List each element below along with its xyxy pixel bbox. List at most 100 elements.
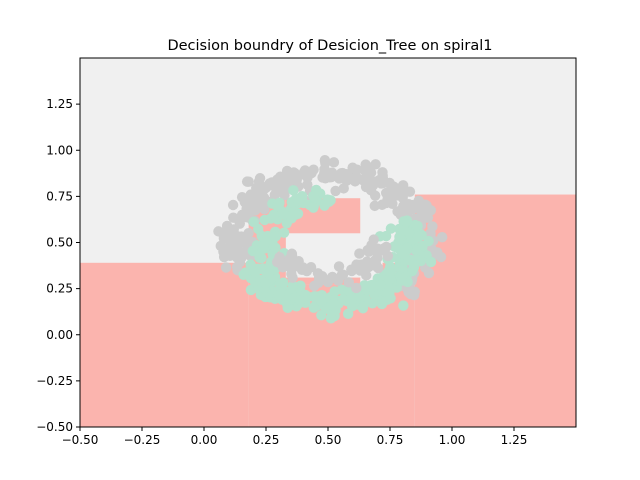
scatter-point (308, 202, 319, 213)
x-tick-label: 0.00 (191, 433, 218, 447)
scatter-point (320, 157, 331, 169)
scatter-point (312, 268, 324, 279)
scatter-point (330, 185, 341, 197)
x-tick-label: 0.25 (253, 433, 280, 447)
scatter-point (372, 243, 383, 254)
y-tick-label: −0.25 (36, 374, 73, 388)
x-tick-label: 0.50 (315, 433, 342, 447)
scatter-point (343, 277, 354, 288)
scatter-point (280, 171, 292, 183)
scatter-point (228, 212, 239, 223)
region-class-1 (80, 262, 249, 427)
scatter-point (396, 275, 407, 286)
y-tick-label: 0.75 (46, 189, 73, 203)
scatter-point (398, 300, 409, 311)
scatter-point (293, 195, 304, 207)
scatter-point (412, 202, 423, 213)
scatter-point (423, 235, 434, 247)
scatter-point (305, 261, 317, 273)
scatter-point (260, 278, 271, 289)
scatter-point (436, 232, 448, 243)
scatter-point (258, 243, 270, 254)
scatter-point (392, 206, 403, 217)
scatter-point (319, 168, 330, 179)
scatter-point (238, 269, 249, 280)
scatter-point (239, 197, 251, 208)
scatter-point (213, 226, 224, 237)
scatter-point (245, 259, 256, 270)
scatter-point (325, 313, 337, 324)
scatter-point (263, 268, 274, 279)
scatter-point (228, 224, 239, 235)
scatter-point (408, 259, 419, 270)
scatter-point (328, 157, 340, 168)
scatter-point (364, 165, 376, 176)
plot-area (80, 58, 576, 427)
region-class-1 (414, 194, 576, 427)
chart-title: Decision boundry of Desicion_Tree on spi… (167, 38, 492, 54)
y-tick-label: 0.50 (46, 236, 73, 250)
scatter-point (386, 182, 397, 193)
x-tick-label: 1.25 (501, 433, 528, 447)
scatter-point (250, 266, 261, 278)
scatter-point (269, 231, 280, 242)
scatter-point (353, 259, 364, 271)
scatter-point (276, 259, 288, 270)
scatter-point (326, 300, 337, 311)
scatter-point (245, 189, 256, 200)
scatter-point (227, 199, 239, 211)
scatter-point (220, 262, 232, 273)
scatter-point (313, 277, 324, 288)
scatter-point (336, 269, 348, 281)
scatter-point (278, 277, 289, 288)
scatter-point (351, 282, 362, 294)
scatter-point (354, 248, 365, 259)
scatter-point (273, 289, 285, 301)
scatter-point (308, 302, 319, 313)
scatter-point (302, 179, 313, 190)
scatter-point (278, 208, 290, 220)
scatter-point (309, 291, 320, 302)
x-tick-label: −0.25 (124, 433, 161, 447)
scatter-point (298, 167, 309, 179)
scatter-point (341, 168, 352, 180)
scatter-point (295, 295, 306, 306)
x-tick-label: 0.75 (377, 433, 404, 447)
scatter-point (243, 176, 254, 187)
scatter-point (287, 280, 298, 292)
x-tick-label: 1.00 (439, 433, 466, 447)
scatter-point (250, 201, 262, 212)
scatter-point (380, 197, 392, 209)
scatter-point (308, 190, 319, 202)
y-tick-label: 0.25 (46, 282, 73, 296)
scatter-point (278, 227, 290, 238)
scatter-point (295, 280, 306, 291)
scatter-point (391, 242, 402, 253)
scatter-point (403, 287, 414, 298)
scatter-point (369, 260, 380, 271)
scatter-point (410, 245, 422, 256)
scatter-point (248, 216, 259, 228)
y-tick-label: 1.00 (46, 143, 73, 157)
scatter-point (253, 176, 265, 187)
scatter-point (404, 186, 416, 197)
scatter-point (412, 231, 423, 243)
scatter-point (333, 261, 345, 272)
scatter-point (380, 230, 392, 242)
scatter-point (360, 173, 371, 185)
scatter-point (398, 225, 409, 236)
scatter-point (286, 248, 298, 259)
y-tick-label: −0.50 (36, 420, 73, 434)
scatter-point (376, 298, 388, 310)
scatter-point (259, 214, 270, 226)
y-tick-label: 1.25 (46, 97, 73, 111)
scatter-point (327, 271, 338, 283)
scatter-point (422, 212, 434, 223)
scatter-point (385, 223, 397, 234)
scatter-point (375, 280, 386, 291)
scatter-point (384, 272, 396, 284)
scatter-point (329, 286, 340, 297)
scatter-point (369, 200, 380, 212)
scatter-point (401, 242, 413, 254)
